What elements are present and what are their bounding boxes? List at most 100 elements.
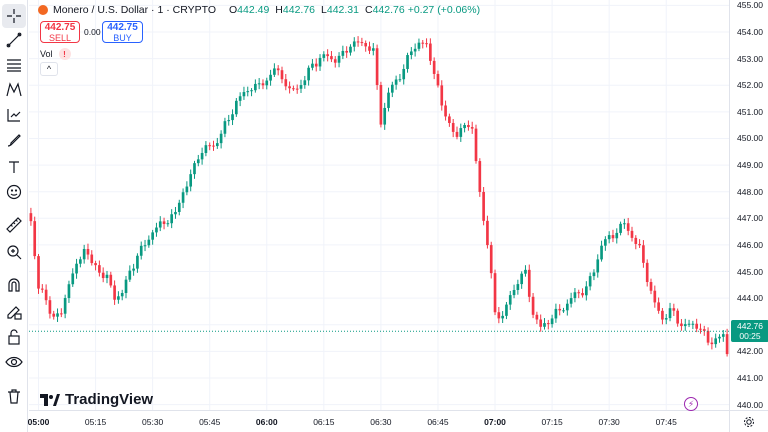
candle-body <box>505 304 508 316</box>
time-tick-label: 05:30 <box>142 417 164 427</box>
time-tick-label: 05:00 <box>27 417 50 427</box>
tradingview-logo[interactable]: TradingView <box>40 391 153 408</box>
candle-body <box>219 133 223 144</box>
candle-body <box>215 143 219 147</box>
trash-icon[interactable] <box>2 384 26 408</box>
bar-countdown: 00:25 <box>739 331 761 342</box>
low-value: 442.31 <box>326 4 359 16</box>
emoji-icon[interactable] <box>2 180 26 204</box>
candle-body <box>257 83 261 85</box>
price-tick-label: 451.00 <box>737 106 763 117</box>
candle-body <box>638 243 641 246</box>
candle-body <box>695 323 698 329</box>
eye-icon[interactable] <box>2 350 26 374</box>
candle-body <box>341 50 345 56</box>
time-tick-label: 07:45 <box>655 417 677 427</box>
candle-body <box>432 60 436 74</box>
candle-body <box>410 51 413 56</box>
candle-body <box>436 73 440 86</box>
candle-body <box>37 256 40 289</box>
candle-body <box>136 255 139 269</box>
chevron-up-icon: ^ <box>46 64 52 74</box>
time-axis[interactable]: 05:00 05:15 05:30 05:45 06:00 06:15 06:30 06:45… <box>27 410 729 432</box>
chart-settings-corner[interactable] <box>729 410 768 432</box>
candle-body <box>60 313 63 315</box>
candle-body <box>86 248 90 255</box>
candle-body <box>261 83 265 86</box>
text-icon[interactable] <box>2 155 26 179</box>
candle-body <box>653 290 657 303</box>
candle-body <box>657 302 660 311</box>
candle-body <box>661 310 664 320</box>
fib-icon[interactable] <box>2 53 26 77</box>
magnet-icon[interactable] <box>2 273 26 297</box>
brand-name: TradingView <box>65 391 154 408</box>
candle-body <box>269 74 272 81</box>
candle-body <box>208 145 212 147</box>
last-price-label: 442.76 00:25 <box>731 320 768 343</box>
candle-body <box>607 235 611 240</box>
candle-body <box>368 46 371 51</box>
candle-body <box>455 131 459 137</box>
candle-body <box>474 128 478 162</box>
candle-body <box>352 41 356 47</box>
candle-body <box>569 298 573 304</box>
brush-icon[interactable] <box>2 128 26 152</box>
candle-body <box>117 296 120 300</box>
candle-body <box>174 211 177 215</box>
price-tick-label: 441.00 <box>737 373 763 384</box>
candle-body <box>691 323 695 325</box>
open-key: O <box>229 4 238 16</box>
candle-body <box>683 324 687 327</box>
candle-body <box>379 85 383 125</box>
candle-body <box>516 284 520 290</box>
price-tick-label: 440.00 <box>737 399 763 410</box>
ruler-icon[interactable] <box>2 213 26 237</box>
candle-body <box>406 55 409 69</box>
candle-body <box>718 336 721 339</box>
candle-body <box>223 121 227 134</box>
candle-body <box>543 323 546 327</box>
buy-label: BUY <box>113 33 132 43</box>
candle-body <box>280 70 284 80</box>
candle-body <box>413 48 417 52</box>
high-value: 442.76 <box>282 4 316 16</box>
symbol-title[interactable]: Monero / U.S. Dollar · 1 · CRYPTO <box>53 4 216 16</box>
candlestick-chart[interactable] <box>29 0 756 410</box>
candle-body <box>177 202 181 212</box>
warning-icon[interactable]: ! <box>58 48 71 60</box>
lock-icon[interactable] <box>2 325 26 349</box>
candle-body <box>706 330 710 343</box>
volume-indicator[interactable]: Vol ! <box>40 48 71 60</box>
candle-body <box>687 323 691 325</box>
lock-draw-icon[interactable] <box>2 300 26 324</box>
gear-icon <box>744 416 754 427</box>
buy-price: 442.75 <box>107 22 138 33</box>
chart-pane[interactable] <box>29 0 756 410</box>
candle-body <box>333 59 337 63</box>
candle-body <box>349 46 352 53</box>
trend-line-icon[interactable] <box>2 28 26 52</box>
candle-body <box>284 79 288 87</box>
candle-body <box>444 105 447 117</box>
price-axis[interactable]: 455.00 454.00 453.00 452.00 451.00 450.00 449.… <box>729 0 768 410</box>
collapse-legend-button[interactable]: ^ <box>40 62 58 76</box>
zoom-in-icon[interactable] <box>2 240 26 264</box>
buy-button[interactable]: 442.75 BUY <box>102 21 143 43</box>
candle-body <box>242 92 246 97</box>
candle-body <box>94 263 97 266</box>
lightning-icon[interactable]: ⚡ <box>684 397 698 411</box>
candle-body <box>193 163 196 175</box>
candle-body <box>440 85 444 106</box>
candle-body <box>90 254 94 264</box>
candle-body <box>303 80 307 86</box>
forecast-icon[interactable] <box>2 103 26 127</box>
candle-body <box>421 42 425 44</box>
tradingview-logo-icon <box>40 393 60 406</box>
candle-body <box>132 268 135 271</box>
candle-body <box>664 318 668 320</box>
candle-body <box>158 221 162 228</box>
crosshair-icon[interactable] <box>2 4 26 28</box>
sell-button[interactable]: 442.75 SELL <box>40 21 80 43</box>
pattern-icon[interactable] <box>2 78 26 102</box>
